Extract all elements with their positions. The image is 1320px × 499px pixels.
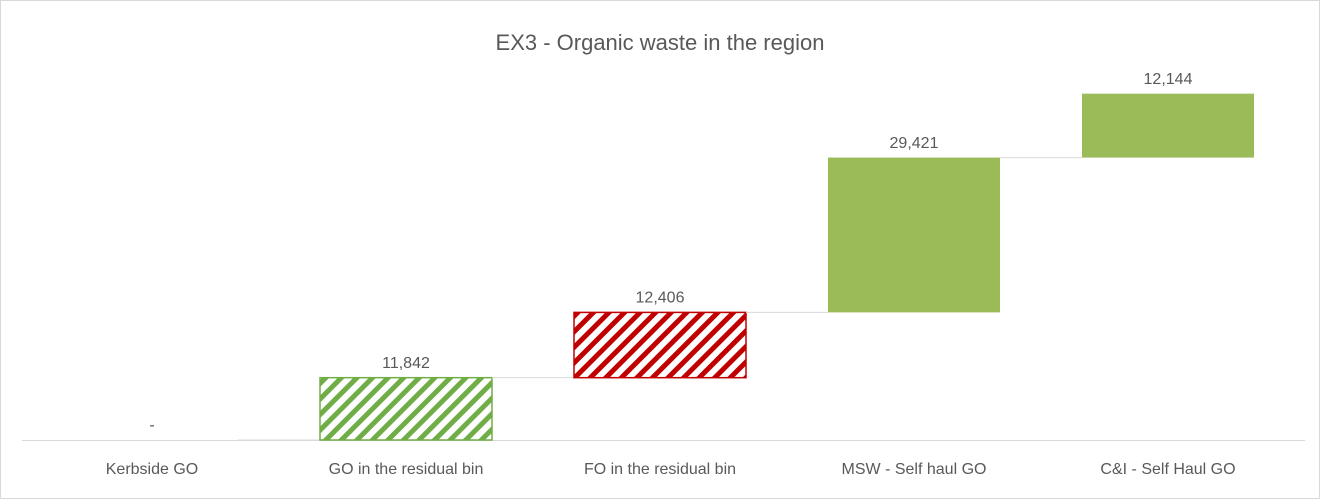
data-label: - [149, 417, 154, 434]
data-label: 29,421 [890, 135, 939, 152]
bar [319, 376, 493, 441]
x-tick-label: MSW - Self haul GO [842, 461, 987, 478]
bar [573, 311, 747, 379]
x-tick-label: C&I - Self Haul GO [1100, 461, 1235, 478]
x-tick-label: GO in the residual bin [329, 461, 484, 478]
data-label: 12,406 [636, 290, 685, 307]
data-label: 11,842 [382, 355, 430, 372]
bar [1082, 93, 1254, 158]
chart-title: EX3 - Organic waste in the region [496, 30, 825, 55]
bar [828, 157, 1000, 313]
x-tick-label: FO in the residual bin [584, 461, 736, 478]
x-tick-label: Kerbside GO [106, 461, 198, 478]
data-label: 12,144 [1144, 71, 1193, 88]
